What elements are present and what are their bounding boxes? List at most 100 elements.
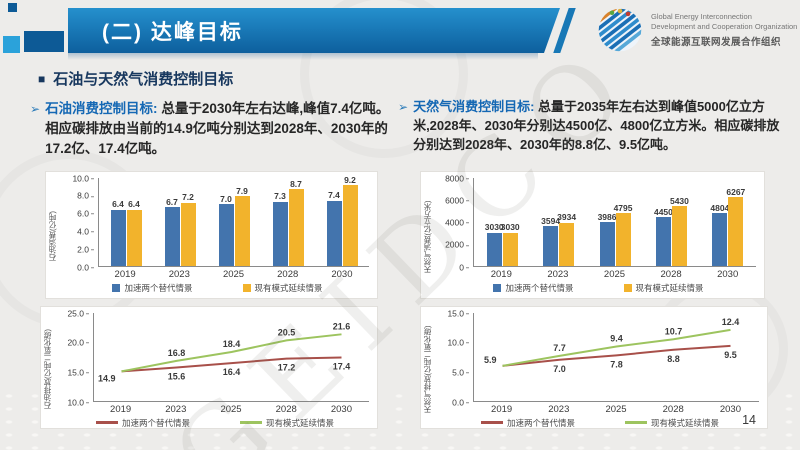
point-value-label: 17.2 [278, 363, 296, 373]
bar [164, 207, 180, 266]
legend-swatch [240, 421, 262, 424]
bar [671, 206, 687, 266]
bar-value-label: 4804 [710, 202, 730, 213]
x-tick-label: 2025 [220, 404, 242, 415]
y-tick-label: 4000 [445, 218, 469, 227]
y-tick-label: 2.0 [77, 245, 94, 254]
bar-column: 7.0 [218, 178, 234, 266]
bar-column: 3934 [557, 178, 577, 266]
logo-org-en-line2: Development and Cooperation Organization [651, 22, 798, 31]
bar-value-label: 7.0 [220, 193, 232, 204]
point-value-label: 7.8 [610, 359, 623, 369]
bar-group: 7.4 9.2 [315, 174, 369, 266]
bar [272, 201, 288, 266]
legend-item: 加速两个替代情景 [112, 282, 193, 294]
bar-column: 5430 [670, 178, 689, 266]
bar-value-label: 4450 [653, 206, 673, 217]
oil-consumption-chart: 石油消费(亿吨) 0.0 2.0 4.0 6.0 8.0 10.0 6.4 6.4 6.7 7.… [45, 171, 378, 299]
bar [342, 185, 358, 266]
logo-org-en-line1: Global Energy Interconnection [651, 12, 752, 22]
gas-target-text: 天然气消费控制目标: 总量于2035年左右达到峰值5000亿立方米,2028年、… [413, 97, 790, 154]
arrow-bullet-icon: ➢ [30, 102, 41, 116]
legend-label: 现有模式延续情景 [266, 417, 335, 428]
legend-swatch [95, 421, 118, 424]
x-tick-label: 2023 [548, 404, 570, 415]
gas-consumption-chart: 天然气消费(亿立方米) 0 2000 4000 6000 8000 3030 3030 35… [420, 171, 765, 299]
bar-column: 4450 [653, 178, 673, 266]
x-tick-label: 2028 [275, 404, 297, 415]
x-tick-label: 2019 [490, 269, 512, 280]
gas-target-body: 总量于2035年左右达到峰值5000亿立方米,2028年、2030年分别达450… [413, 99, 780, 152]
bar-value-label: 6.7 [166, 196, 178, 207]
y-tick-label: 6.0 [77, 209, 94, 218]
oil-target-lead: 石油消费控制目标: [45, 101, 158, 116]
gas-emissions-chart: 天然气排放(亿吨二氧化碳) 0.0 5.0 10.0 15.0 7.0 7.8 8.8 9.… [420, 306, 768, 429]
bar-column: 4804 [710, 178, 730, 266]
point-value-label: 18.4 [223, 339, 241, 349]
oil-target-text: 石油消费控制目标: 总量于2030年左右达峰,峰值7.4亿吨。相应碳排放由当前的… [45, 99, 396, 159]
point-value-label: 9.4 [610, 333, 623, 343]
bar-column: 7.2 [180, 178, 196, 266]
bar-value-label: 9.2 [344, 174, 356, 185]
bar-group: 6.7 7.2 [153, 178, 207, 266]
bar-column: 9.2 [342, 174, 358, 266]
y-tick-label: 15.0 [67, 368, 89, 377]
bar-column: 8.7 [288, 178, 304, 266]
bar [326, 200, 342, 266]
bar-group: 3986 4795 [587, 178, 643, 266]
x-tick-label: 2030 [717, 269, 739, 280]
oil-emissions-chart: 石油排放(亿吨二氧化碳) 10.0 15.0 20.0 25.0 15.6 16.4 17… [40, 306, 378, 429]
point-value-label: 10.7 [665, 326, 683, 336]
oil-target-bullet: ➢ 石油消费控制目标: 总量于2030年左右达峰,峰值7.4亿吨。相应碳排放由当… [30, 99, 396, 159]
point-value-label: 9.5 [724, 350, 737, 360]
geidco-logo: Global Energy Interconnection Developmen… [597, 7, 797, 53]
bar-column: 6267 [726, 178, 745, 266]
y-tick-label: 8.0 [77, 192, 94, 201]
legend-item: 现有模式延续情景 [242, 282, 323, 294]
y-tick-label: 10.0 [72, 174, 94, 183]
bar-column: 3030 [485, 178, 504, 266]
bar-value-label: 3934 [557, 212, 577, 223]
point-value-label: 7.7 [553, 343, 566, 353]
bar [288, 189, 304, 266]
legend-item: 加速两个替代情景 [493, 282, 574, 294]
gas-target-lead: 天然气消费控制目标: [413, 99, 535, 114]
legend-swatch [493, 283, 502, 292]
line-chart-svg: 7.0 7.8 8.8 9.5 7.7 9.4 10.7 12.4 5.9 [484, 317, 739, 374]
chart-legend: 加速两个替代情景 现有模式延续情景 [441, 280, 756, 295]
bar-column: 3594 [541, 178, 560, 266]
legend-swatch [242, 283, 251, 292]
x-tick-label: 2019 [114, 269, 136, 280]
bar-column: 6.7 [164, 178, 180, 266]
bar [599, 222, 615, 266]
line-series [121, 356, 342, 373]
bar-column: 3986 [598, 178, 616, 266]
bar-group: 6.4 6.4 [99, 178, 153, 266]
bar-value-label: 7.9 [236, 185, 248, 196]
arrow-bullet-icon: ➢ [398, 100, 409, 114]
legend-swatch [625, 421, 647, 424]
legend-label: 现有模式延续情景 [635, 282, 704, 293]
y-tick-label: 10.0 [67, 398, 89, 407]
title-bar-reflection [68, 53, 538, 60]
bar-group: 3030 3030 [474, 178, 530, 266]
bar-column: 7.9 [234, 178, 250, 266]
bar [486, 232, 502, 266]
bar-value-label: 6.4 [112, 199, 124, 210]
line-series [502, 328, 731, 367]
x-tick-label: 2030 [719, 404, 741, 415]
x-tick-label: 2028 [662, 404, 684, 415]
point-value-label: 16.8 [168, 348, 186, 358]
bar-column: 6.4 [126, 178, 142, 266]
legend-label: 加速两个替代情景 [506, 417, 575, 428]
y-tick-label: 10.0 [447, 338, 469, 347]
x-tick-label: 2023 [165, 404, 187, 415]
point-value-label: 20.5 [278, 327, 296, 337]
legend-label: 现有模式延续情景 [651, 417, 720, 428]
bar [218, 204, 234, 266]
bar-value-label: 7.3 [274, 191, 286, 202]
page-number: 14 [742, 413, 756, 427]
bar-column: 4795 [614, 178, 632, 266]
y-tick-label: 0.0 [452, 398, 469, 407]
y-tick-label: 6000 [445, 196, 469, 205]
